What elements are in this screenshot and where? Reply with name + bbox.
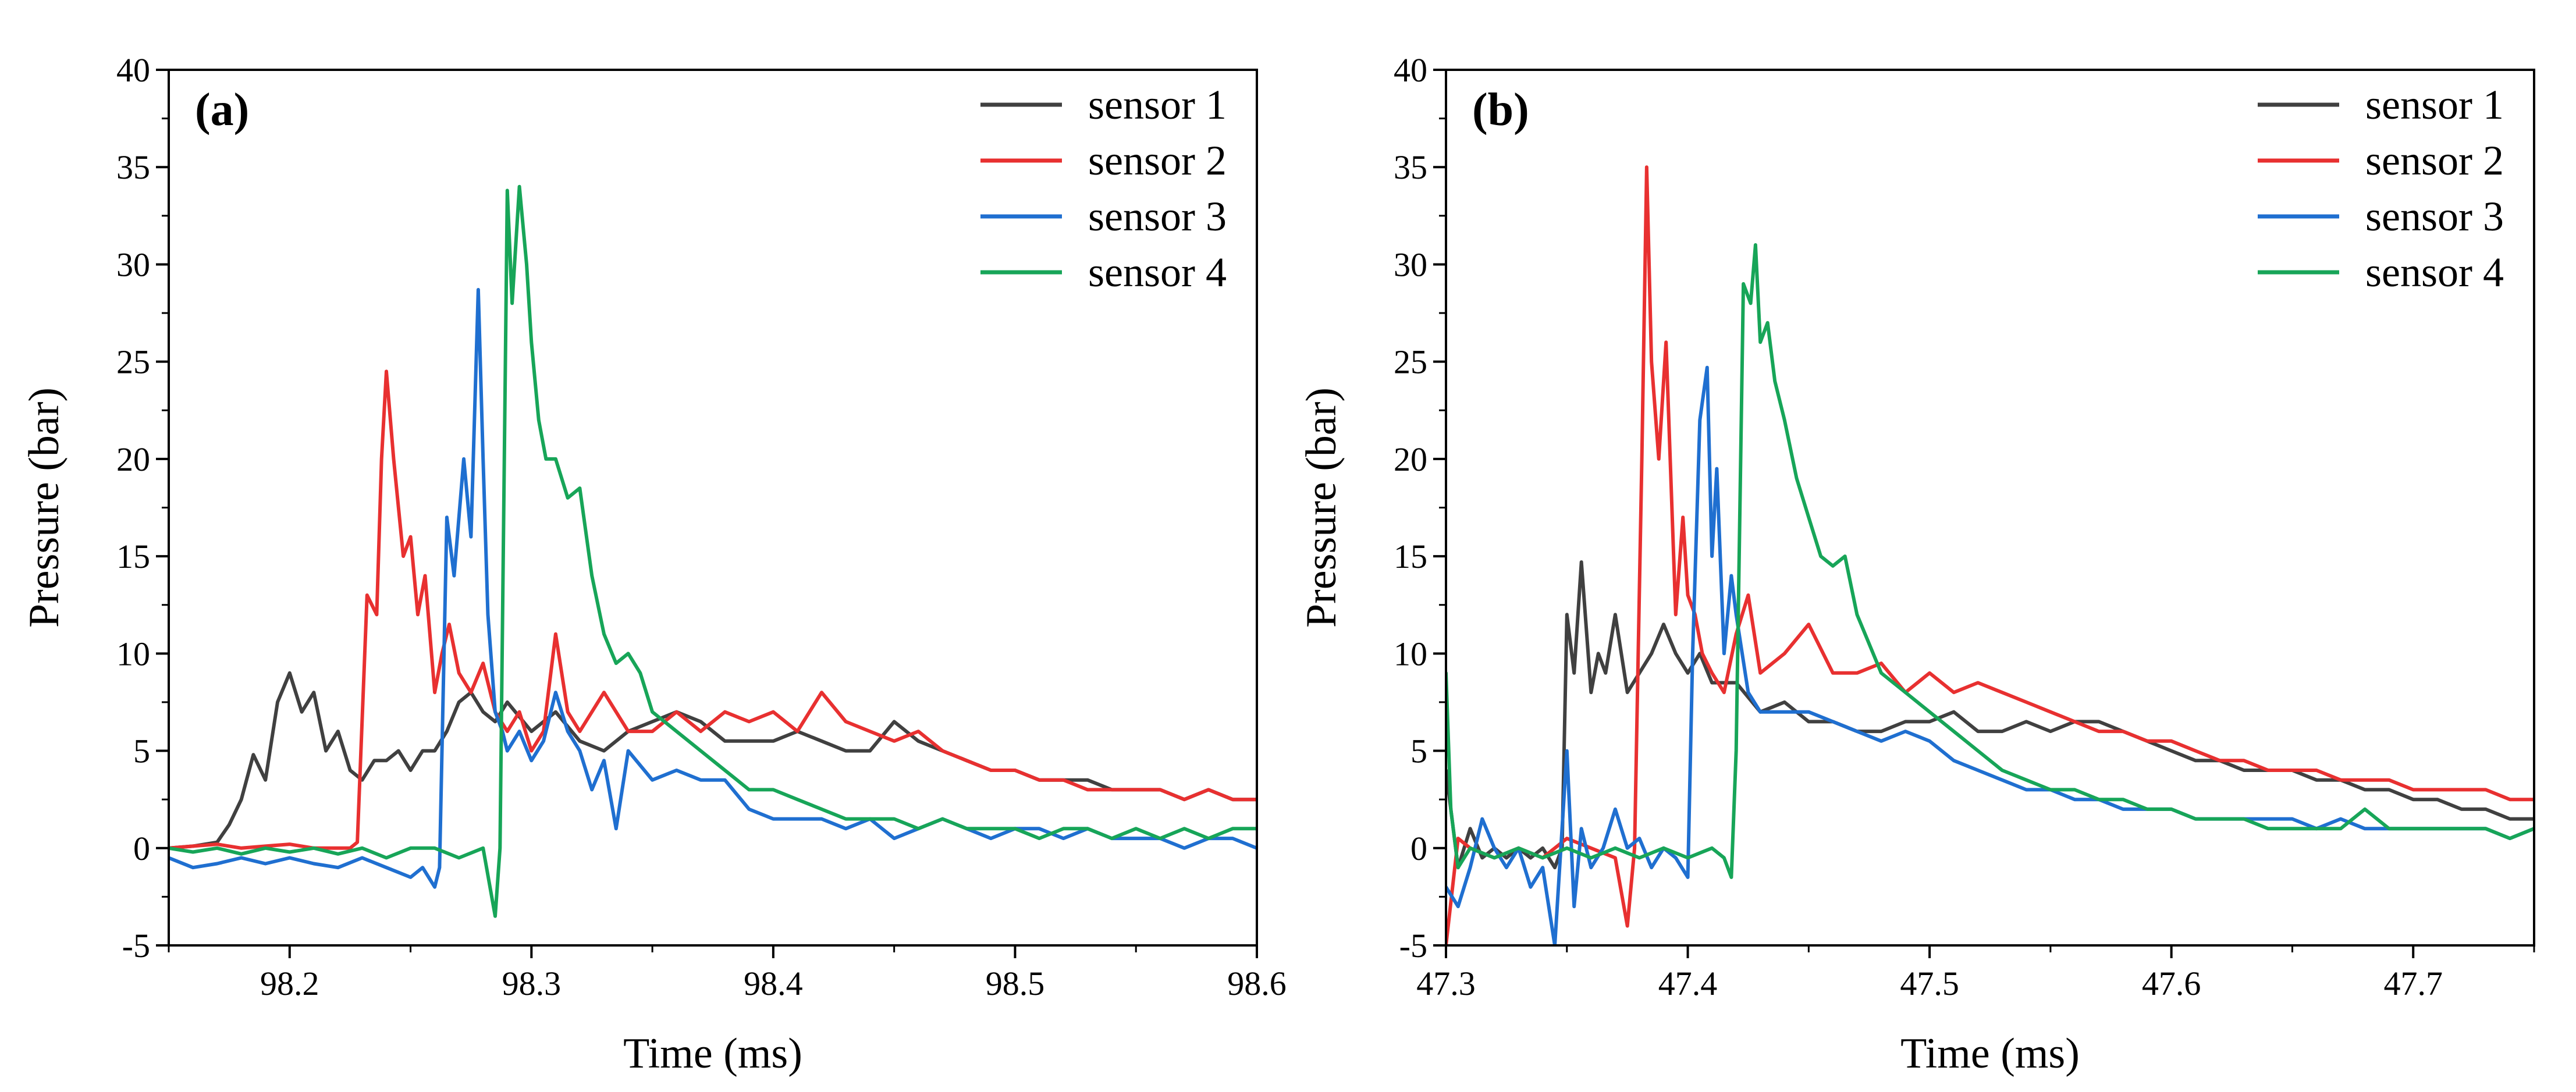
- y-tick-label: 0: [1410, 830, 1427, 867]
- y-tick-label: -5: [122, 927, 150, 965]
- y-tick-label: 40: [116, 51, 150, 89]
- x-axis-title: Time (ms): [1900, 1030, 2080, 1077]
- y-tick-label: 35: [1394, 148, 1427, 186]
- y-tick-label: 15: [1394, 538, 1427, 575]
- legend-label: sensor 3: [2365, 193, 2504, 240]
- panel-b: 47.3 47.4 47.5 47.6 47.7 -5 0 5 10 15 20 25 30 35 40 Ti…: [1298, 51, 2535, 1077]
- series-line-sensor-4: [1446, 243, 2534, 879]
- x-tick-label: 47.7: [2383, 965, 2443, 1002]
- y-tick-label: 25: [1394, 343, 1427, 381]
- x-tick-label: 98.4: [744, 965, 803, 1002]
- y-tick-label: 30: [1394, 246, 1427, 283]
- x-tick-label: 98.5: [986, 965, 1045, 1002]
- x-tick-label: 47.6: [2142, 965, 2201, 1002]
- y-axis-title: Pressure (bar): [20, 387, 68, 628]
- series-line-sensor-2: [169, 369, 1257, 850]
- y-tick-label: 25: [116, 343, 150, 381]
- x-tick-label: 98.2: [260, 965, 319, 1002]
- x-tick-label: 47.3: [1416, 965, 1476, 1002]
- x-tick-label: 47.5: [1900, 965, 1959, 1002]
- plot-area: [1446, 165, 2534, 945]
- legend-label: sensor 4: [1088, 249, 1227, 296]
- y-tick-label: -5: [1399, 927, 1427, 965]
- legend-label: sensor 3: [1088, 193, 1227, 240]
- legend-label: sensor 2: [1088, 137, 1227, 184]
- series-line-sensor-4: [169, 184, 1257, 918]
- y-tick-label: 30: [116, 246, 150, 283]
- x-tick-label: 98.3: [502, 965, 562, 1002]
- legend-label: sensor 1: [2365, 81, 2504, 128]
- x-axis-title: Time (ms): [623, 1030, 802, 1077]
- series-line-sensor-3: [1446, 365, 2534, 945]
- y-axis-title: Pressure (bar): [1298, 387, 1345, 628]
- y-tick-label: 5: [1410, 732, 1427, 770]
- legend-label: sensor 4: [2365, 249, 2504, 296]
- y-tick-label: 35: [116, 148, 150, 186]
- y-tick-label: 40: [1394, 51, 1427, 89]
- y-tick-label: 10: [116, 635, 150, 673]
- y-tick-label: 20: [1394, 440, 1427, 478]
- panel-a: 98.2 98.3 98.4 98.5 98.6 -5 0 5 10 15 20 25 30 35 40 Ti…: [20, 51, 1287, 1077]
- y-tick-label: 5: [133, 732, 150, 770]
- series-line-sensor-2: [1446, 165, 2534, 945]
- y-tick-label: 0: [133, 830, 150, 867]
- panel-label: (a): [195, 84, 249, 136]
- y-tick-label: 15: [116, 538, 150, 575]
- plot-area: [169, 184, 1257, 918]
- panel-label: (b): [1472, 84, 1529, 136]
- x-tick-label: 47.4: [1658, 965, 1718, 1002]
- x-tick-label: 98.6: [1227, 965, 1287, 1002]
- y-tick-label: 20: [116, 440, 150, 478]
- y-tick-label: 10: [1394, 635, 1427, 673]
- legend-label: sensor 2: [2365, 137, 2504, 184]
- legend-label: sensor 1: [1088, 81, 1227, 128]
